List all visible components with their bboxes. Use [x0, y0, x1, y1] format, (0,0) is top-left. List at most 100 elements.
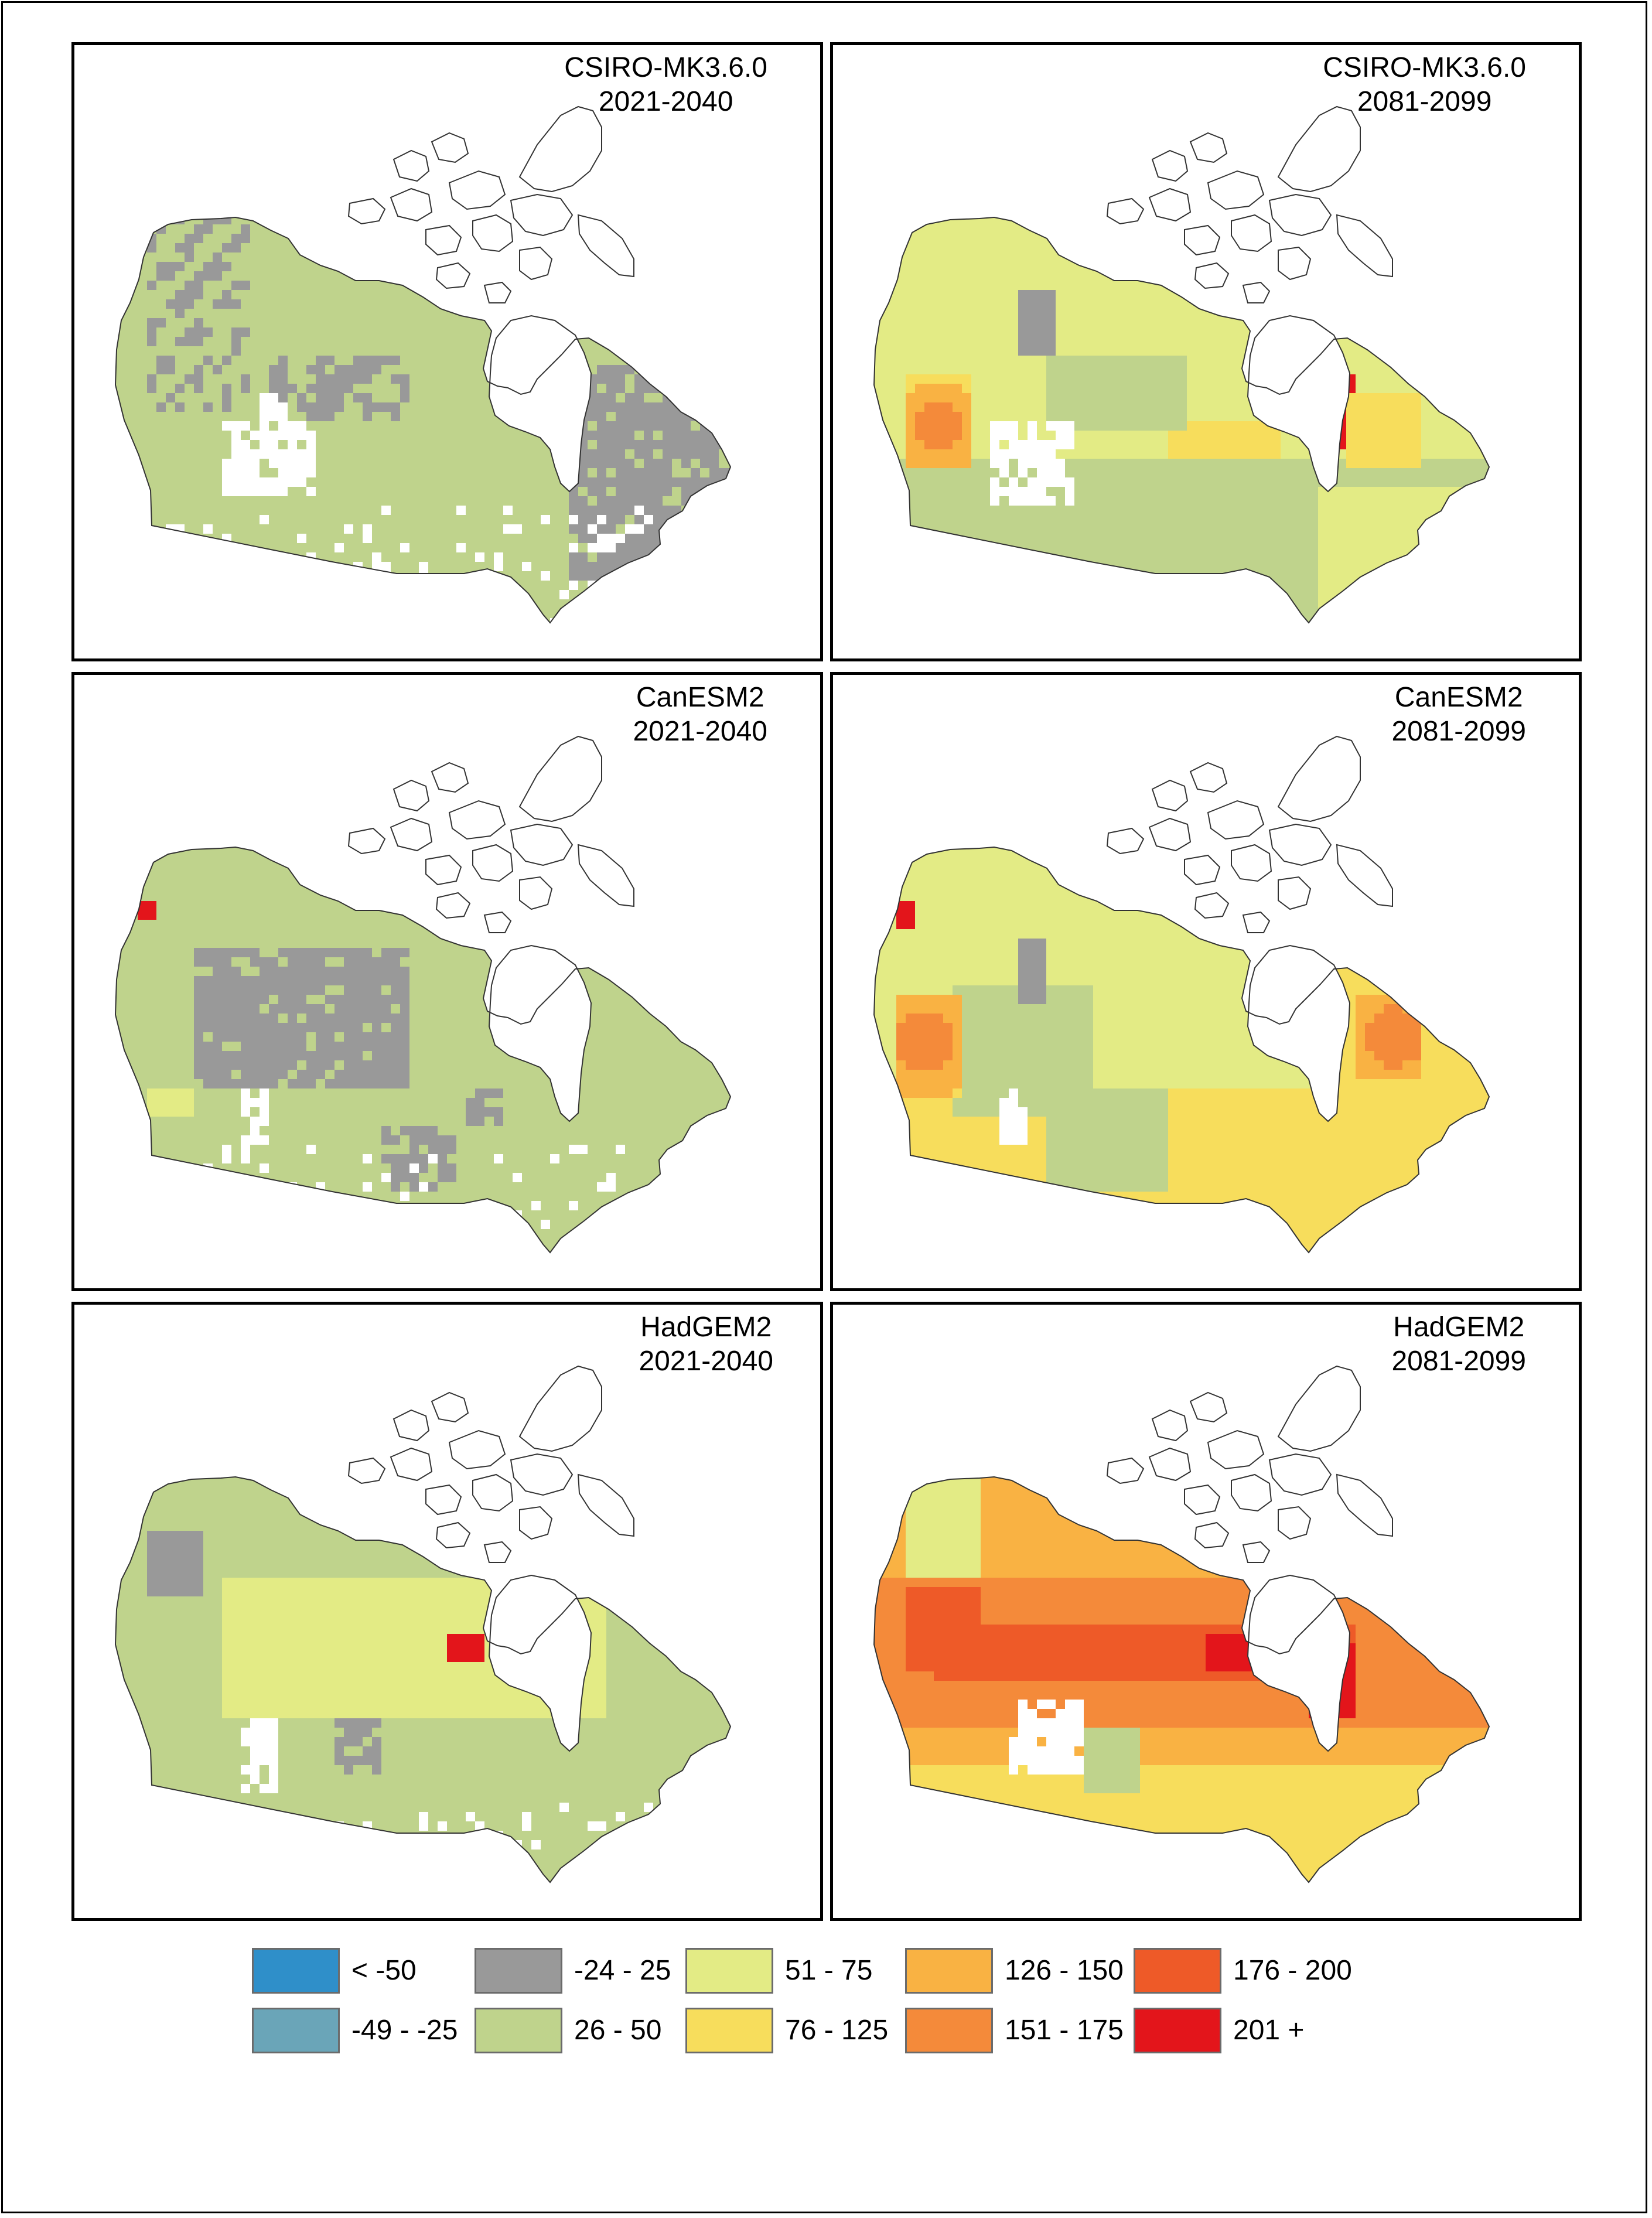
grid-cell [222, 412, 232, 422]
grid-cell [147, 412, 157, 422]
grid-cell [672, 609, 682, 619]
grid-cell [288, 346, 298, 356]
grid-cell [1421, 217, 1431, 225]
grid-cell [119, 440, 129, 450]
grid-cell [484, 552, 494, 562]
grid-cell [222, 252, 232, 262]
grid-cell [115, 477, 120, 487]
grid-cell [372, 618, 382, 623]
grid-cell [269, 431, 279, 441]
grid-cell [588, 262, 598, 272]
grid-cell [1487, 374, 1489, 384]
grid-cell [175, 431, 185, 441]
grid-cell [943, 318, 953, 328]
grid-cell [484, 309, 494, 319]
grid-cell [166, 609, 176, 619]
grid-cell [316, 543, 326, 553]
grid-cell [381, 599, 391, 609]
grid-cell [550, 271, 560, 281]
grid-cell [1384, 299, 1394, 309]
grid-cell [644, 477, 654, 487]
grid-cell [1018, 412, 1028, 422]
grid-cell [550, 290, 560, 300]
grid-cell [522, 440, 532, 450]
grid-cell [597, 309, 607, 319]
grid-cell [1121, 374, 1131, 384]
grid-cell [400, 299, 410, 309]
grid-cell [1009, 477, 1019, 487]
grid-cell [1487, 393, 1489, 403]
grid-cell [1356, 440, 1366, 450]
grid-cell [250, 524, 260, 534]
grid-cell [381, 365, 391, 375]
grid-cell [924, 440, 934, 450]
grid-cell [550, 281, 560, 291]
grid-cell [353, 309, 363, 319]
grid-cell [606, 468, 616, 478]
grid-cell [297, 346, 307, 356]
grid-cell [663, 402, 673, 412]
grid-cell [691, 356, 701, 366]
grid-cell [1449, 224, 1459, 234]
grid-cell [700, 618, 710, 623]
grid-cell [344, 431, 354, 441]
grid-cell [231, 374, 241, 384]
grid-cell [1074, 337, 1084, 347]
grid-cell [1318, 281, 1328, 291]
grid-cell [1412, 459, 1422, 469]
grid-cell [719, 571, 729, 581]
grid-cell [981, 421, 991, 431]
grid-cell [147, 346, 157, 356]
grid-cell [971, 468, 981, 478]
grid-cell [288, 440, 298, 450]
grid-cell [175, 356, 185, 366]
grid-cell [1018, 252, 1028, 262]
grid-cell [278, 290, 288, 300]
grid-cell [381, 496, 391, 506]
grid-cell [363, 346, 373, 356]
grid-cell [175, 477, 185, 487]
grid-cell [953, 271, 962, 281]
grid-cell [1431, 431, 1441, 441]
grid-cell [213, 440, 223, 450]
grid-cell [222, 271, 232, 281]
grid-cell [1009, 440, 1019, 450]
grid-cell [953, 487, 962, 497]
grid-cell [222, 571, 232, 581]
grid-cell [1281, 468, 1291, 478]
grid-cell [644, 299, 654, 309]
grid-cell [981, 468, 991, 478]
grid-cell [1421, 318, 1431, 328]
grid-cell [409, 243, 419, 253]
grid-cell [1084, 402, 1094, 412]
grid-cell [616, 309, 626, 319]
grid-cell [1234, 374, 1244, 384]
grid-cell [381, 327, 391, 337]
grid-cell [400, 346, 410, 356]
grid-cell [344, 384, 354, 394]
grid-cell [1356, 281, 1366, 291]
grid-cell [288, 515, 298, 525]
grid-cell [222, 224, 232, 234]
grid-cell [1224, 374, 1234, 384]
grid-cell [1093, 346, 1103, 356]
grid-cell [128, 384, 138, 394]
grid-cell [1159, 243, 1169, 253]
grid-cell [325, 421, 335, 431]
grid-cell [1374, 384, 1384, 394]
grid-cell [409, 299, 419, 309]
grid-cell [1477, 412, 1487, 422]
grid-cell [878, 234, 888, 244]
grid-cell [1196, 440, 1206, 450]
arctic-island [519, 246, 553, 281]
grid-cell [559, 234, 569, 244]
grid-cell [1028, 318, 1037, 328]
grid-cell [1468, 271, 1478, 281]
grid-cell [147, 609, 157, 619]
grid-cell [1440, 374, 1450, 384]
grid-cell [269, 393, 279, 403]
grid-cell [1084, 309, 1094, 319]
grid-cell [1112, 290, 1122, 300]
grid-cell [1431, 421, 1441, 431]
grid-cell [316, 515, 326, 525]
